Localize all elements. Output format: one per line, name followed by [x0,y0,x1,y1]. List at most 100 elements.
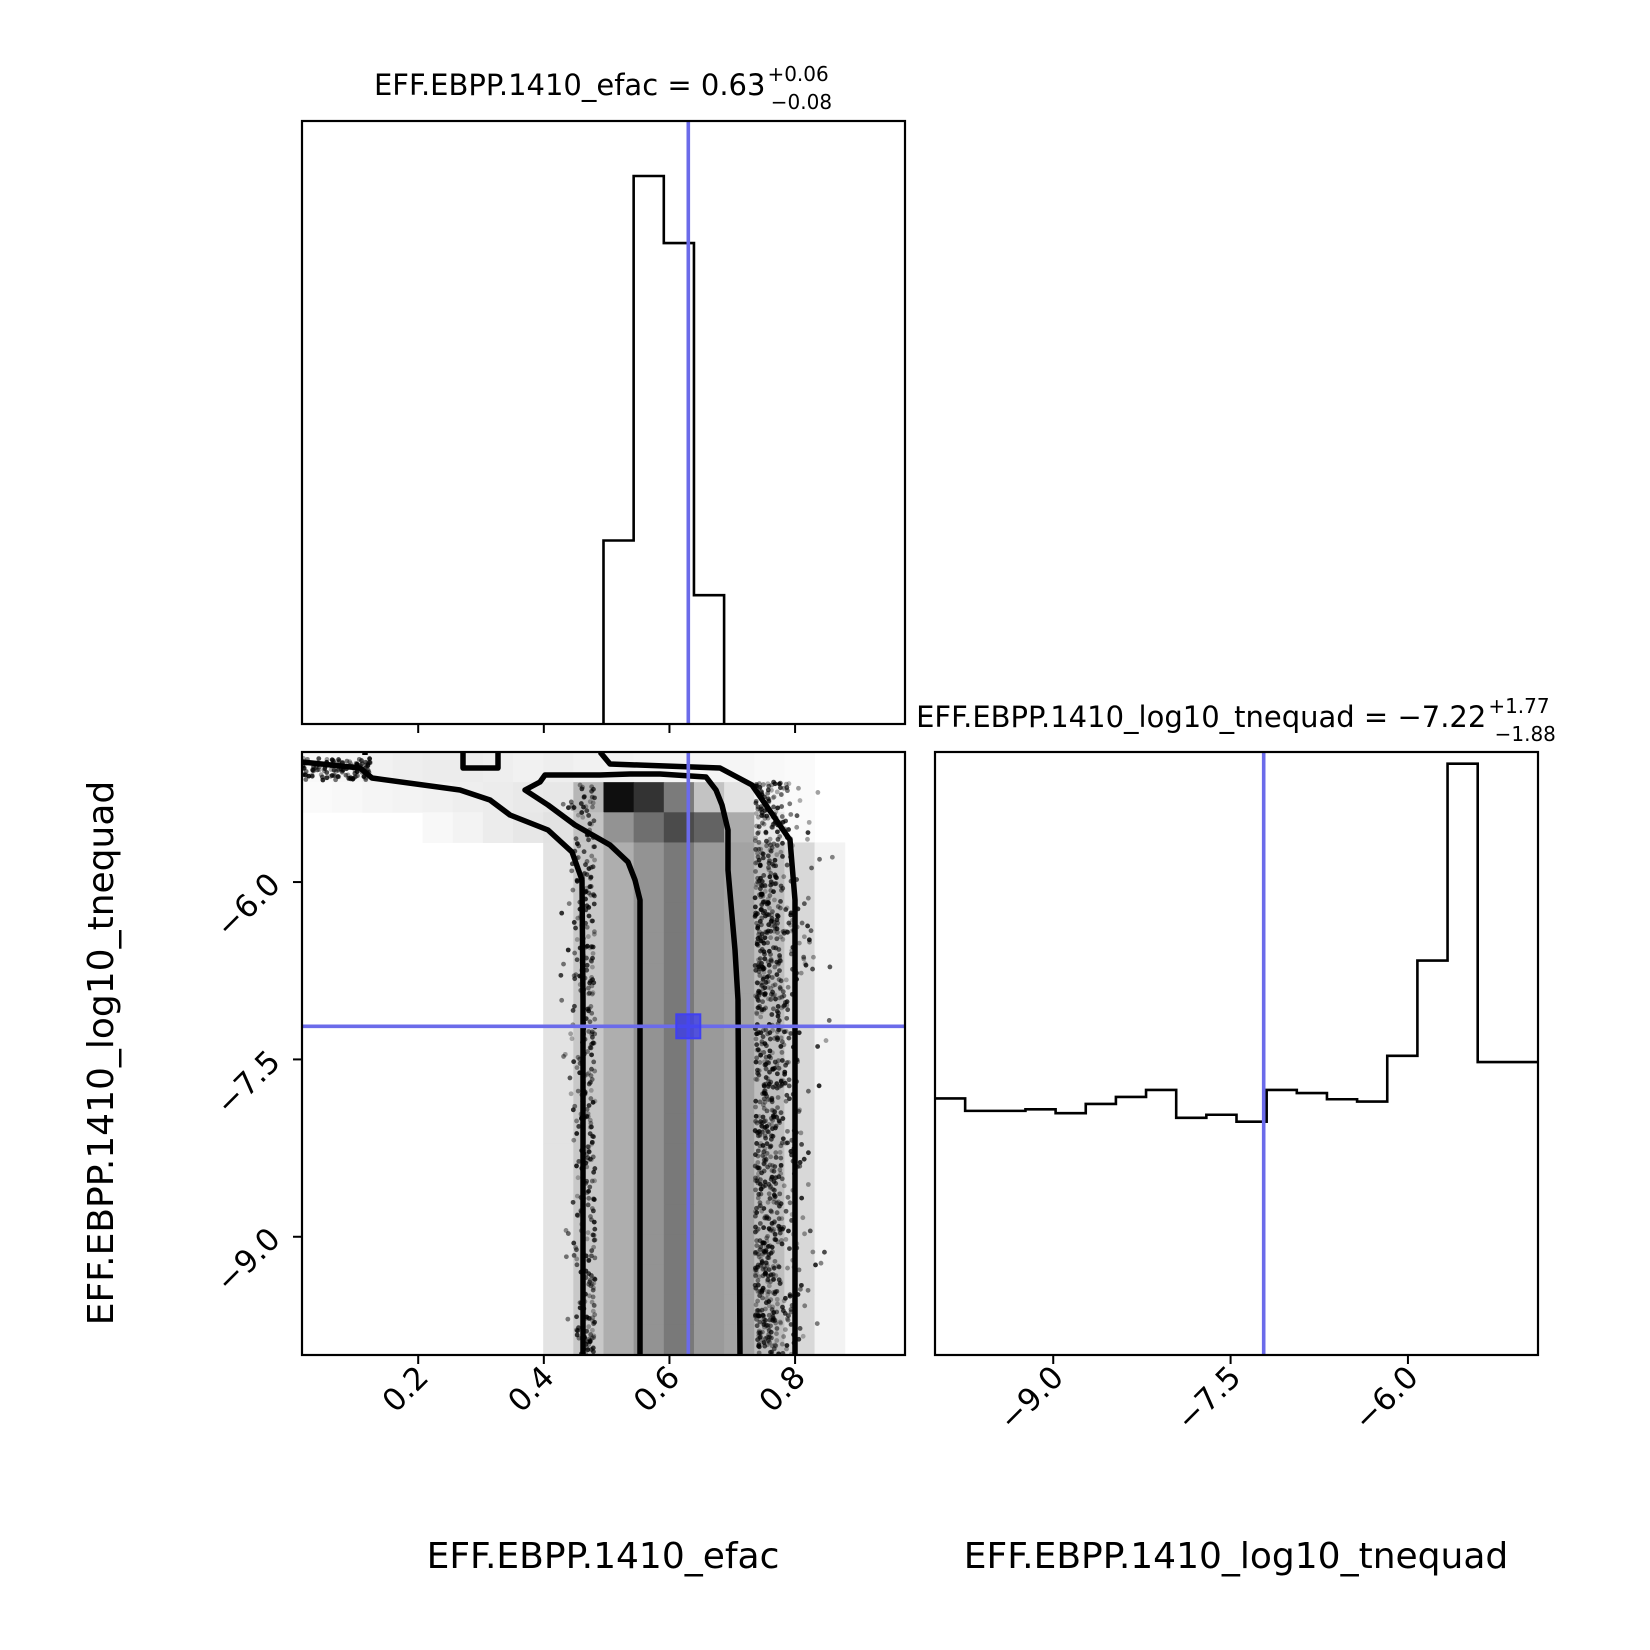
scatter-point [592,857,597,863]
scatter-point [365,760,371,766]
scatter-point [590,944,596,950]
scatter-point [781,1078,786,1084]
scatter-point [782,1071,788,1077]
scatter-point [764,1093,770,1099]
hist-efac-xticks [417,724,797,733]
scatter-point [592,1312,598,1318]
scatter-point [754,823,760,829]
scatter-point [774,1296,780,1302]
scatter-point [585,1347,591,1353]
scatter-point [796,1030,802,1036]
scatter-point [783,1295,788,1301]
scatter-point [786,1083,792,1089]
density-cell [784,872,816,904]
scatter-point [758,1181,763,1187]
scatter-point [758,1186,764,1192]
scatter-point [766,1191,772,1197]
scatter-point [768,1323,773,1329]
scatter-point [767,893,773,898]
scatter-point [752,1272,758,1278]
x-tick-label: 0.6 [627,1359,687,1419]
scatter-point [345,772,351,778]
scatter-point [586,1029,592,1034]
scatter-point [755,1262,761,1268]
scatter-point [316,767,322,773]
scatter-point [760,947,765,953]
scatter-point [592,1319,598,1325]
scatter-point [763,1075,769,1080]
scatter-point [760,1252,766,1258]
scatter-point [753,1113,759,1119]
density-cell [573,782,604,813]
scatter-point [774,789,780,795]
scatter-point [777,953,782,958]
scatter-point [581,849,587,855]
scatter-point [333,777,339,783]
scatter-point [588,1088,594,1093]
scatter-point [588,1003,594,1009]
scatter-point [303,777,309,782]
scatter-point [769,1307,775,1312]
scatter-point [316,756,322,762]
scatter-point [752,895,758,901]
scatter-point [757,862,763,868]
scatter-point [765,1277,771,1283]
scatter-point [796,940,802,946]
scatter-point [591,892,596,898]
scatter-point [775,805,781,811]
scatter-point [764,929,769,935]
scatter-point [798,1282,804,1288]
scatter-point [763,1300,769,1306]
scatter-point [771,863,777,869]
scatter-point [562,1051,568,1057]
scatter-point [309,772,315,778]
scatter-point [590,1287,596,1293]
scatter-point [755,1031,760,1037]
scatter-point [574,1327,579,1333]
scatter-point [570,1008,576,1013]
scatter-point [568,1031,574,1037]
scatter-point [585,1114,591,1119]
scatter-point [768,1279,773,1285]
scatter-point [782,1029,787,1035]
scatter-point [754,1055,760,1061]
scatter-point [585,1144,591,1150]
density-cell [603,1234,635,1266]
scatter-point [770,824,775,830]
density-cell [693,1143,725,1175]
scatter-point [574,1212,580,1218]
scatter-point [779,1140,785,1146]
density-2d-xticks: 0.2 0.4 0.6 0.8 [376,1355,813,1420]
scatter-point [786,1077,792,1083]
density-cell [573,1294,604,1326]
scatter-point [759,1120,765,1125]
scatter-point [776,1065,782,1071]
scatter-point [766,1226,772,1232]
scatter-point [581,794,587,800]
scatter-point [771,945,776,951]
scatter-point [772,1231,778,1237]
scatter-point [775,1037,780,1043]
scatter-point [782,1080,788,1086]
scatter-point [774,1338,780,1343]
density-cell [392,782,424,813]
scatter-point [346,775,352,781]
scatter-point [777,1120,782,1125]
scatter-point [306,773,312,779]
scatter-point [587,1279,592,1285]
density-cell [814,1053,846,1085]
scatter-point [772,1258,778,1264]
scatter-point [759,1208,765,1214]
scatter-point [768,997,774,1002]
density-cell [784,1143,816,1175]
density-cell [814,1083,846,1115]
scatter-point [768,928,774,934]
scatter-point [757,990,762,996]
scatter-point [761,1149,767,1155]
density-cell [543,993,574,1024]
scatter-point [758,846,764,852]
scatter-point [574,937,580,942]
scatter-point [762,1343,768,1349]
scatter-point [772,1317,778,1323]
scatter-point [764,838,769,844]
